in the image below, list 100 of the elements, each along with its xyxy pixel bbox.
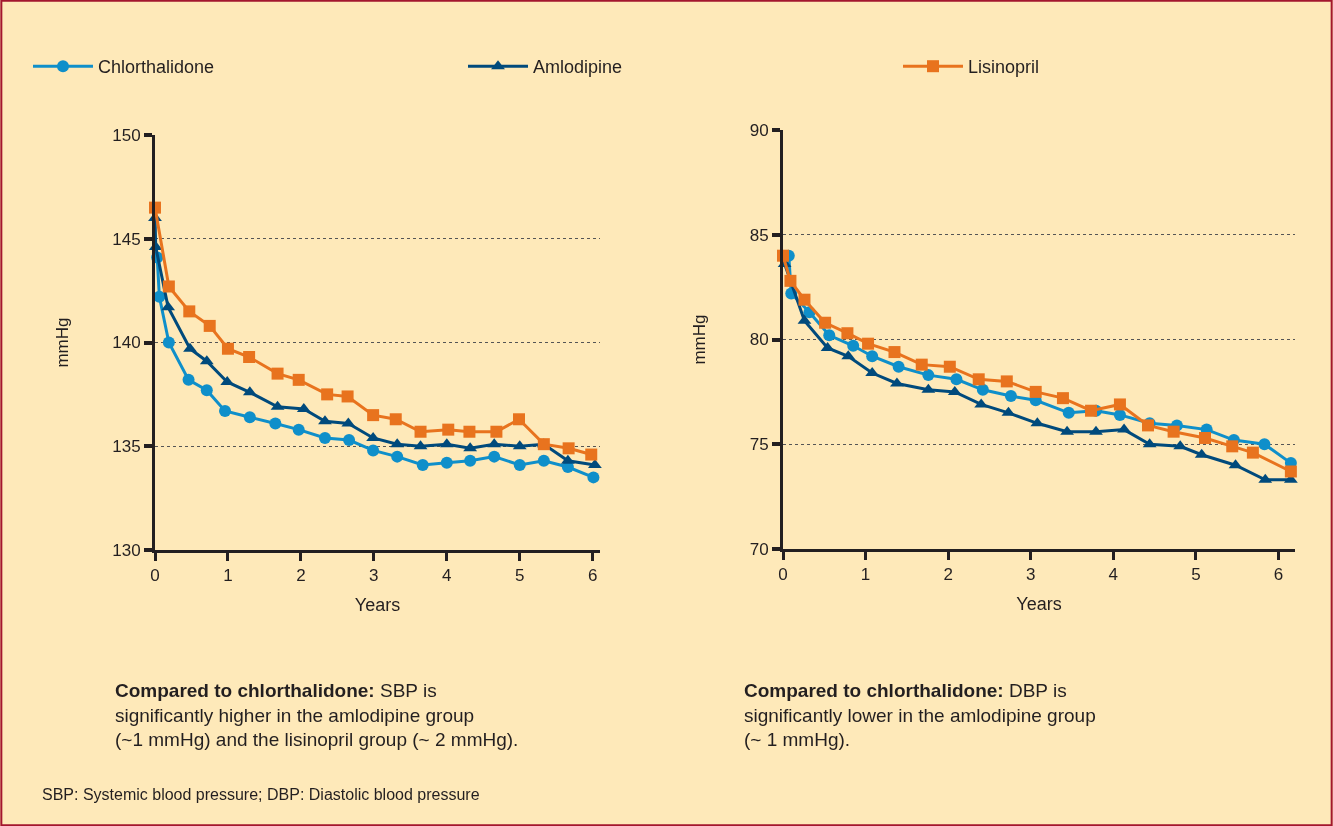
point [341, 390, 354, 403]
point [389, 413, 402, 426]
point [183, 305, 196, 318]
point [269, 417, 282, 430]
point [321, 388, 334, 401]
point [162, 336, 175, 349]
point [367, 409, 380, 422]
point [221, 342, 234, 355]
x-tick-label: 3 [369, 566, 379, 586]
y-axis-title: mmHg [690, 314, 710, 365]
y-tick-label: 80 [749, 330, 769, 350]
x-tick-label: 0 [150, 566, 160, 586]
y-tick-label: 85 [749, 225, 769, 245]
point [1113, 398, 1126, 411]
x-axis-title: Years [354, 594, 401, 615]
point [1029, 385, 1042, 398]
point [847, 339, 860, 352]
point [318, 415, 332, 425]
point [862, 337, 875, 350]
point [1284, 465, 1297, 478]
point [1117, 423, 1131, 433]
point [513, 413, 526, 426]
point [367, 444, 380, 457]
x-tick-label: 4 [1108, 565, 1119, 585]
point [391, 450, 404, 463]
point [292, 373, 305, 386]
point [243, 351, 256, 364]
point [318, 431, 331, 444]
y-tick-label: 75 [749, 435, 769, 455]
y-axis-title: mmHg [52, 317, 72, 368]
text: Compared to chlorthalidone: SBP is significantly higher in the amlodipine group (~1 mmHg) and the lisinopril group (~ 2 mmHg). [115, 680, 519, 751]
x-tick-label: 0 [778, 565, 788, 585]
point [922, 369, 935, 382]
point [442, 423, 455, 436]
point [585, 448, 598, 461]
point [915, 358, 928, 371]
point [464, 454, 477, 467]
y-tick-label: 70 [749, 539, 769, 559]
legend-label: Chlorthalidone [98, 57, 215, 78]
point [1004, 390, 1017, 403]
point [162, 280, 175, 293]
point [1258, 438, 1271, 451]
point [271, 367, 284, 380]
point [488, 450, 501, 463]
text: SBP: Systemic blood pressure; DBP: Diastolic blood pressure [42, 786, 480, 803]
point [1089, 425, 1103, 435]
point [587, 471, 600, 484]
point [1062, 406, 1075, 419]
point [416, 458, 429, 471]
point [798, 293, 811, 306]
point [819, 316, 832, 329]
point [183, 342, 197, 352]
point [1085, 404, 1098, 417]
point [950, 373, 963, 386]
text: Compared to chlorthalidone: DBP is significantly lower in the amlodipine group (~ 1 mmHg). [744, 680, 1096, 751]
x-tick-label: 2 [296, 566, 306, 586]
point [440, 456, 453, 469]
point [182, 373, 195, 386]
x-tick-label: 3 [1026, 565, 1036, 585]
x-tick-label: 2 [943, 565, 953, 585]
point [203, 319, 216, 332]
point [200, 384, 213, 397]
point [976, 383, 989, 396]
point [841, 327, 854, 340]
point [1226, 440, 1239, 453]
x-tick-label: 1 [860, 565, 871, 585]
point [292, 423, 305, 436]
point [513, 458, 526, 471]
point [1198, 431, 1211, 444]
point [1246, 446, 1259, 459]
point [243, 411, 256, 424]
legend-label: Lisinopril [968, 57, 1040, 78]
point [1000, 375, 1013, 388]
legend-label: Amlodipine [533, 57, 623, 78]
point [888, 346, 901, 359]
point [219, 404, 232, 417]
x-tick-label: 5 [515, 566, 525, 586]
point [490, 425, 503, 438]
x-tick-label: 5 [1191, 565, 1201, 585]
point [892, 360, 905, 373]
point [463, 425, 476, 438]
point [1167, 425, 1180, 438]
point [784, 274, 797, 287]
x-tick-label: 6 [587, 566, 598, 586]
point [943, 360, 956, 373]
point [343, 434, 356, 447]
x-tick-label: 6 [1273, 565, 1284, 585]
x-axis-title: Years [1016, 593, 1062, 614]
point [823, 329, 836, 342]
point [1056, 392, 1069, 405]
point [562, 442, 575, 455]
point [866, 350, 879, 363]
x-tick-label: 4 [442, 566, 452, 586]
y-tick-label: 130 [112, 540, 141, 560]
point [537, 454, 550, 467]
x-tick-label: 1 [223, 566, 233, 586]
y-tick-label: 140 [112, 333, 141, 353]
point [972, 373, 985, 386]
y-tick-label: 150 [112, 125, 141, 145]
y-tick-label: 145 [112, 229, 141, 249]
